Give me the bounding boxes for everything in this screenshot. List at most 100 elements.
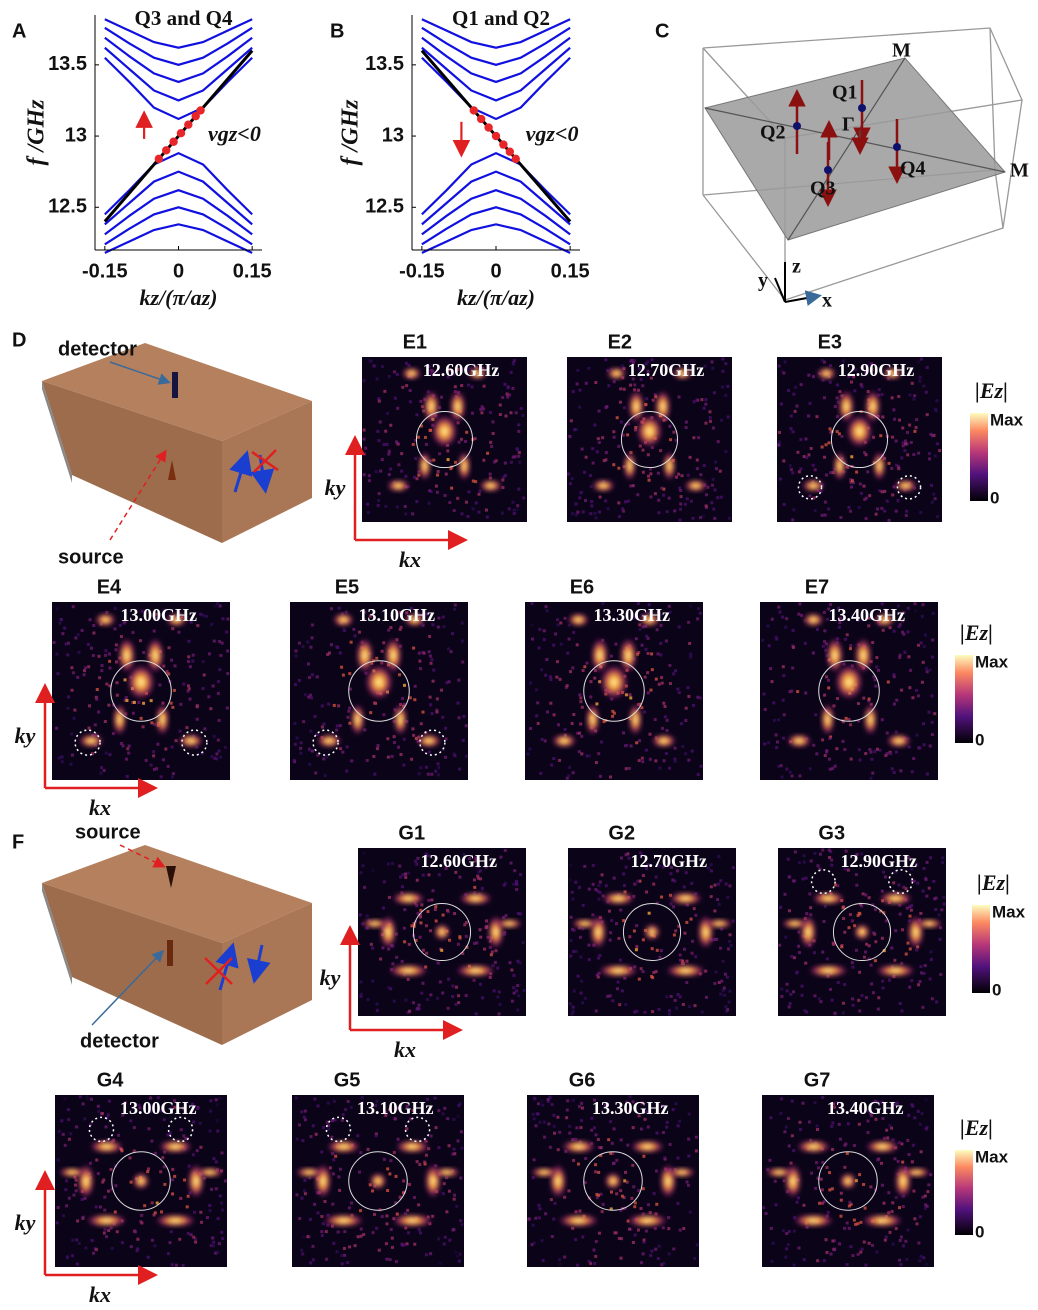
noise-pixel: [626, 499, 630, 503]
noise-pixel: [619, 387, 623, 391]
hot-spot: [158, 1139, 193, 1154]
noise-pixel: [457, 1001, 461, 1005]
noise-pixel: [717, 855, 721, 859]
noise-pixel: [327, 1127, 331, 1131]
noise-pixel: [214, 1187, 218, 1191]
noise-pixel: [311, 1258, 315, 1262]
noise-pixel: [693, 1004, 697, 1008]
noise-pixel: [609, 775, 613, 779]
noise-pixel: [650, 358, 654, 362]
noise-pixel: [925, 1126, 929, 1130]
noise-pixel: [481, 996, 485, 1000]
noise-pixel: [219, 755, 223, 759]
noise-pixel: [915, 948, 919, 952]
noise-pixel: [799, 467, 803, 471]
noise-pixel: [922, 971, 926, 975]
noise-pixel: [678, 1228, 682, 1232]
noise-pixel: [108, 753, 112, 757]
noise-pixel: [417, 772, 421, 776]
hot-spot: [433, 923, 451, 941]
noise-pixel: [61, 632, 65, 636]
noise-pixel: [864, 517, 868, 521]
noise-pixel: [101, 1180, 105, 1184]
noise-pixel: [704, 504, 708, 508]
noise-pixel: [91, 654, 95, 658]
noise-pixel: [689, 917, 693, 921]
noise-pixel: [790, 954, 794, 958]
map-label: E7: [805, 576, 829, 598]
map-label: G3: [818, 822, 845, 844]
noise-pixel: [825, 750, 829, 754]
hot-spot: [155, 703, 170, 736]
noise-pixel: [925, 860, 929, 864]
noise-pixel: [417, 651, 421, 655]
noise-pixel: [923, 1207, 927, 1211]
noise-pixel: [363, 885, 367, 889]
noise-pixel: [589, 474, 593, 478]
noise-pixel: [436, 961, 440, 965]
noise-pixel: [581, 668, 585, 672]
noise-pixel: [431, 1214, 435, 1218]
noise-pixel: [909, 908, 913, 912]
noise-pixel: [402, 1179, 406, 1183]
noise-pixel: [641, 448, 645, 452]
noise-pixel: [138, 639, 142, 643]
noise-pixel: [659, 623, 663, 627]
noise-pixel: [416, 911, 420, 915]
noise-pixel: [514, 411, 518, 415]
noise-pixel: [407, 942, 411, 946]
noise-pixel: [612, 711, 616, 715]
noise-pixel: [804, 437, 808, 441]
noise-pixel: [512, 882, 516, 886]
noise-pixel: [516, 912, 520, 916]
noise-pixel: [567, 637, 571, 641]
noise-pixel: [441, 615, 445, 619]
noise-pixel: [323, 1199, 327, 1203]
hot-spot: [838, 390, 855, 423]
noise-pixel: [442, 1182, 446, 1186]
noise-pixel: [637, 977, 641, 981]
noise-pixel: [381, 946, 385, 950]
noise-pixel: [704, 402, 708, 406]
noise-pixel: [785, 989, 789, 993]
noise-pixel: [638, 367, 642, 371]
noise-pixel: [605, 405, 609, 409]
noise-pixel: [839, 515, 843, 519]
noise-pixel: [823, 629, 827, 633]
noise-pixel: [581, 510, 585, 514]
noise-pixel: [815, 752, 819, 756]
panel-letter: A: [12, 20, 26, 42]
noise-pixel: [685, 364, 689, 368]
noise-pixel: [453, 603, 457, 607]
noise-pixel: [326, 1101, 330, 1105]
noise-pixel: [72, 1193, 76, 1197]
noise-pixel: [415, 862, 419, 866]
noise-pixel: [93, 723, 97, 727]
noise-pixel: [620, 1194, 624, 1198]
noise-pixel: [713, 909, 717, 913]
noise-pixel: [906, 1228, 910, 1232]
noise-pixel: [360, 1096, 364, 1100]
noise-pixel: [650, 446, 654, 450]
hot-spot: [636, 414, 663, 448]
noise-pixel: [652, 1192, 656, 1196]
noise-pixel: [570, 721, 574, 725]
noise-pixel: [584, 499, 588, 503]
noise-pixel: [529, 681, 533, 685]
noise-pixel: [692, 400, 696, 404]
noise-pixel: [875, 507, 879, 511]
noise-pixel: [646, 360, 650, 364]
noise-pixel: [509, 861, 513, 865]
noise-pixel: [795, 1200, 799, 1204]
noise-pixel: [213, 756, 217, 760]
noise-pixel: [904, 439, 908, 443]
noise-pixel: [80, 628, 84, 632]
noise-pixel: [368, 1183, 372, 1187]
noise-pixel: [348, 1245, 352, 1249]
noise-pixel: [907, 919, 911, 923]
noise-pixel: [549, 701, 553, 705]
noise-pixel: [726, 895, 730, 899]
noise-pixel: [797, 861, 801, 865]
colorbar-title: |Ez|: [960, 620, 993, 645]
noise-pixel: [386, 1167, 390, 1171]
